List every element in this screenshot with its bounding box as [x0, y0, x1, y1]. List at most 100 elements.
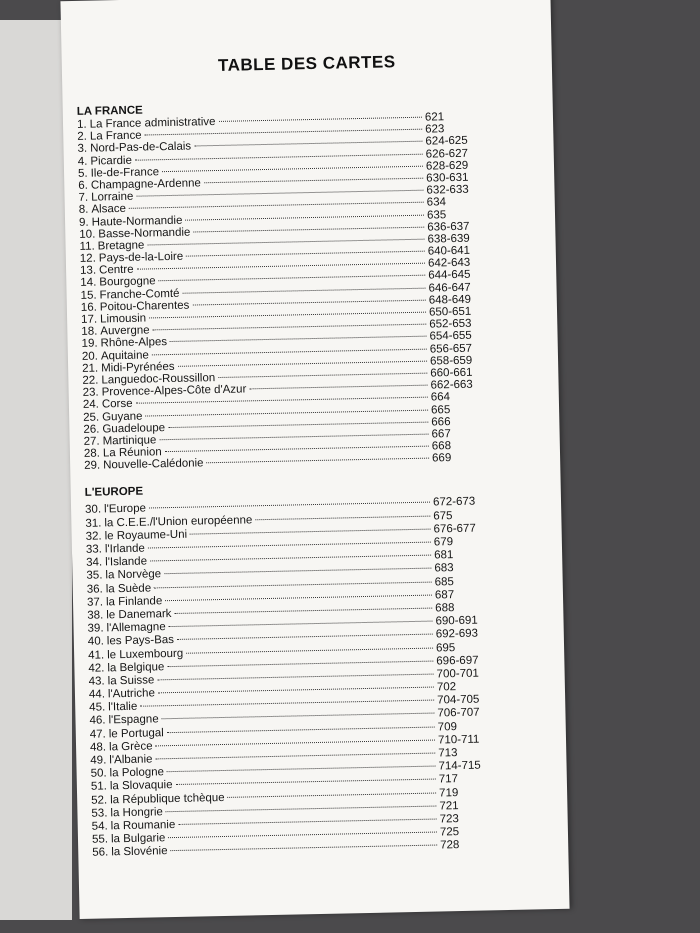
- entry-number: 12.: [79, 252, 96, 265]
- page-title: TABLE DES CARTES: [217, 52, 396, 75]
- entry-number: 16.: [80, 301, 97, 314]
- dot-leader: [185, 214, 425, 221]
- entry-name: l'Allemagne: [106, 621, 166, 635]
- toc-section: LA FRANCE 1. La France administrative 621 2.…: [77, 97, 485, 473]
- entry-name: la Norvège: [105, 568, 162, 582]
- dot-leader: [168, 620, 433, 628]
- entry-name: Bretagne: [97, 239, 145, 253]
- dot-leader: [135, 396, 428, 405]
- entry-name: Corse: [101, 398, 133, 411]
- dot-leader: [150, 554, 432, 562]
- dot-leader: [218, 372, 428, 378]
- entry-page: 714-715: [438, 759, 481, 773]
- entry-page: 679: [433, 536, 454, 549]
- entry-number: 2.: [77, 130, 88, 144]
- dot-leader: [148, 502, 431, 509]
- entry-number: 44.: [88, 688, 106, 701]
- entry-page: 664: [430, 391, 451, 404]
- dot-leader: [175, 778, 436, 786]
- entry-number: 25.: [83, 411, 100, 424]
- entry-page: 636-637: [427, 220, 470, 234]
- entry-number: 51.: [90, 780, 108, 794]
- entry-page: 709: [437, 720, 458, 734]
- entry-name: la Bulgarie: [110, 832, 166, 846]
- dot-leader: [154, 581, 432, 588]
- entry-number: 33.: [85, 543, 103, 556]
- entry-number: 38.: [87, 609, 104, 622]
- dot-leader: [144, 128, 423, 136]
- dot-leader: [155, 739, 436, 747]
- entry-name: La France: [89, 129, 142, 143]
- entry-name: l'Islande: [105, 555, 148, 569]
- entry-page: 675: [433, 509, 453, 523]
- toc-section: L'EUROPE 30. l'Europe 672-673 31. la C.E.E./l…: [85, 478, 493, 860]
- entry-page: 710-711: [437, 733, 480, 747]
- dot-leader: [134, 153, 423, 161]
- entry-page: 638-639: [427, 232, 470, 246]
- entry-number: 6.: [78, 179, 89, 192]
- entry-page: 717: [438, 773, 459, 786]
- dot-leader: [151, 348, 427, 355]
- entry-page: 672-673: [432, 496, 476, 509]
- dot-leader: [218, 116, 422, 122]
- dot-leader: [167, 660, 434, 667]
- entry-name: Guyane: [102, 410, 143, 423]
- entry-page: 658-659: [429, 354, 473, 368]
- entry-page: 676-677: [433, 522, 476, 536]
- entry-page: 646-647: [428, 281, 471, 295]
- entry-page: 728: [440, 839, 460, 852]
- dot-leader: [168, 421, 429, 428]
- dot-leader: [158, 275, 426, 282]
- entry-number: 40.: [87, 635, 104, 649]
- entry-page: 628-629: [425, 159, 469, 173]
- entry-number: 50.: [90, 767, 107, 780]
- entry-number: 15.: [80, 289, 97, 302]
- dot-leader: [128, 201, 424, 210]
- entry-name: Centre: [98, 264, 134, 277]
- entry-number: 18.: [81, 325, 98, 339]
- dot-leader: [155, 752, 436, 760]
- dot-leader: [192, 299, 426, 306]
- entry-page: 683: [434, 562, 454, 575]
- entry-page: 632-633: [426, 183, 469, 197]
- left-page-edge: [0, 20, 72, 920]
- entry-page: 650-651: [428, 305, 472, 319]
- entry-page: 692-693: [435, 627, 479, 641]
- entry-name: la Belgique: [107, 660, 165, 675]
- entry-number: 41.: [88, 648, 105, 662]
- entry-page: 681: [434, 549, 454, 562]
- entry-name: Basse-Normandie: [98, 226, 191, 241]
- entry-page: 725: [439, 826, 460, 839]
- entry-number: 17.: [80, 313, 98, 326]
- entry-page: 687: [434, 588, 455, 602]
- dot-leader: [149, 311, 427, 319]
- dot-leader: [178, 818, 437, 825]
- entry-page: 642-643: [427, 256, 471, 270]
- dot-leader: [147, 541, 431, 549]
- entry-page: 685: [434, 575, 454, 589]
- entry-name: la Finlande: [105, 594, 163, 609]
- entry-number: 8.: [78, 204, 89, 217]
- entry-number: 46.: [89, 714, 106, 728]
- dot-leader: [193, 226, 425, 233]
- dot-leader: [152, 323, 427, 331]
- entry-number: 5.: [77, 167, 88, 180]
- dot-leader: [166, 726, 435, 733]
- entry-name: l'Irlande: [104, 542, 145, 556]
- entry-number: 14.: [80, 276, 97, 290]
- entry-number: 11.: [79, 240, 95, 253]
- entry-number: 56.: [92, 846, 109, 860]
- entry-page: 719: [438, 786, 459, 800]
- entry-number: 42.: [88, 662, 105, 675]
- entry-page: 688: [435, 602, 455, 615]
- entry-page: 621: [424, 111, 445, 124]
- dot-leader: [161, 712, 435, 720]
- entry-name: l'Italie: [108, 701, 138, 714]
- entry-page: 690-691: [435, 614, 478, 628]
- entry-page: 656-657: [429, 342, 473, 356]
- entry-number: 19.: [81, 337, 98, 351]
- entry-name: la Slovénie: [111, 845, 168, 859]
- dot-leader: [145, 409, 429, 417]
- entry-number: 7.: [78, 191, 89, 205]
